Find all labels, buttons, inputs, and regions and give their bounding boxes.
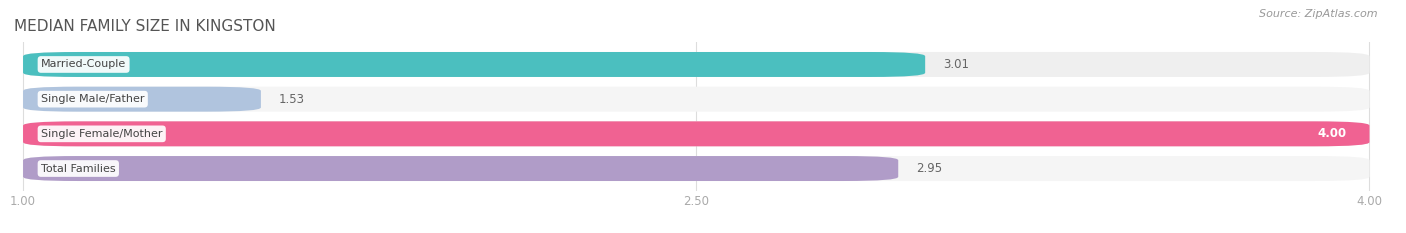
Text: Total Families: Total Families: [41, 164, 115, 174]
FancyBboxPatch shape: [22, 121, 1369, 146]
FancyBboxPatch shape: [22, 156, 1369, 181]
Text: 4.00: 4.00: [1317, 127, 1347, 140]
FancyBboxPatch shape: [22, 52, 1369, 77]
FancyBboxPatch shape: [22, 156, 898, 181]
Text: 2.95: 2.95: [917, 162, 942, 175]
FancyBboxPatch shape: [22, 87, 1369, 112]
FancyBboxPatch shape: [22, 52, 925, 77]
FancyBboxPatch shape: [22, 121, 1369, 146]
Text: 3.01: 3.01: [943, 58, 969, 71]
Text: Single Male/Father: Single Male/Father: [41, 94, 145, 104]
Text: 1.53: 1.53: [278, 93, 305, 106]
Text: Single Female/Mother: Single Female/Mother: [41, 129, 163, 139]
Text: Married-Couple: Married-Couple: [41, 59, 127, 69]
Text: Source: ZipAtlas.com: Source: ZipAtlas.com: [1260, 9, 1378, 19]
Text: MEDIAN FAMILY SIZE IN KINGSTON: MEDIAN FAMILY SIZE IN KINGSTON: [14, 19, 276, 34]
FancyBboxPatch shape: [22, 87, 262, 112]
